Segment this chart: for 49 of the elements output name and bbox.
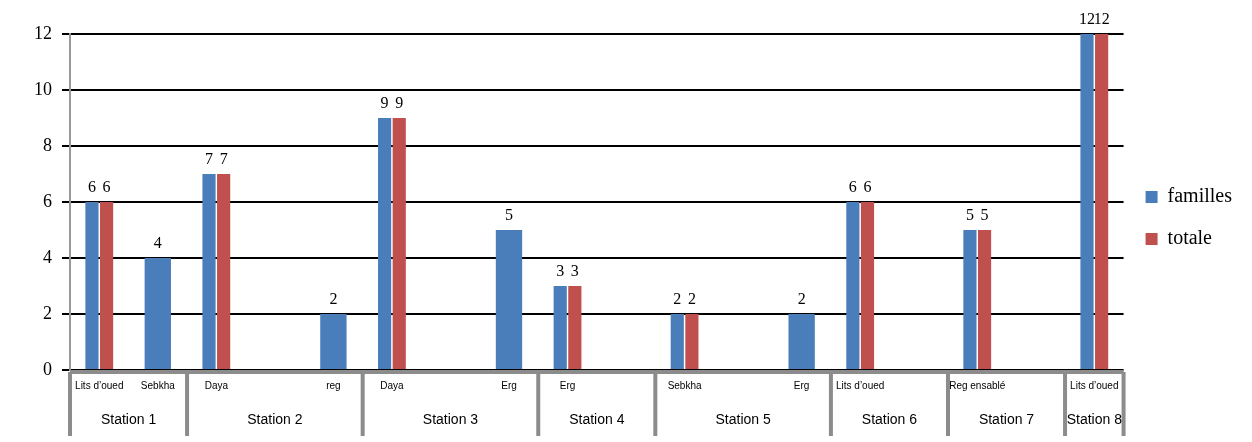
- text: Station 8: [1066, 410, 1123, 427]
- data-label: 9: [395, 94, 404, 112]
- y-tick-label: 8: [43, 134, 52, 155]
- x-tick-label: Lits d’oued: [75, 379, 124, 391]
- data-label: 3: [556, 262, 565, 280]
- data-label: 12: [1078, 10, 1095, 28]
- y-tick-label: 12: [34, 22, 52, 43]
- x-tick-label: Daya: [380, 379, 405, 391]
- text: Station 1: [100, 410, 157, 427]
- text: Station 5: [715, 410, 771, 427]
- data-label: 5: [965, 206, 974, 224]
- data-label: 6: [863, 178, 872, 196]
- data-label: 6: [102, 178, 111, 196]
- text: Station 7: [978, 410, 1035, 427]
- legend-label: familles: [1167, 184, 1233, 207]
- x-tick-label: Erg: [793, 379, 810, 391]
- data-label: 9: [380, 94, 389, 112]
- legend-label: totale: [1167, 226, 1213, 249]
- data-label: 2: [797, 290, 806, 308]
- data-label: 2: [687, 290, 696, 308]
- data-label: 12: [1093, 10, 1110, 28]
- data-label: 5: [980, 206, 989, 224]
- y-tick-label: 6: [43, 190, 52, 211]
- data-label: 7: [219, 150, 228, 168]
- text: Station 3: [422, 410, 479, 427]
- x-tick-label: Lits d’oued: [835, 379, 885, 391]
- y-tick-label: 4: [43, 246, 52, 267]
- text: Station 6: [861, 410, 918, 427]
- x-tick-label: Reg ensablé: [949, 379, 1006, 391]
- x-tick-label: Erg: [501, 379, 517, 391]
- data-label: 5: [504, 206, 513, 224]
- x-tick-label: Sebkha: [667, 379, 702, 391]
- y-tick-label: 0: [43, 358, 52, 379]
- x-tick-label: reg: [326, 379, 341, 391]
- data-label: 4: [153, 234, 162, 252]
- text: Station 4: [569, 410, 625, 427]
- data-label: 6: [848, 178, 857, 196]
- x-tick-label: Lits d’oued: [1070, 379, 1119, 391]
- y-tick-label: 2: [43, 302, 52, 323]
- data-label: 2: [673, 290, 682, 308]
- y-tick-label: 10: [34, 78, 52, 99]
- text: Station 2: [247, 410, 303, 427]
- data-label: 6: [87, 178, 96, 196]
- data-label: 2: [329, 290, 338, 308]
- x-tick-label: Erg: [559, 379, 576, 391]
- data-label: 7: [205, 150, 214, 168]
- x-tick-label: Daya: [204, 379, 229, 391]
- x-tick-label: Sebkha: [140, 379, 176, 391]
- data-label: 3: [570, 262, 579, 280]
